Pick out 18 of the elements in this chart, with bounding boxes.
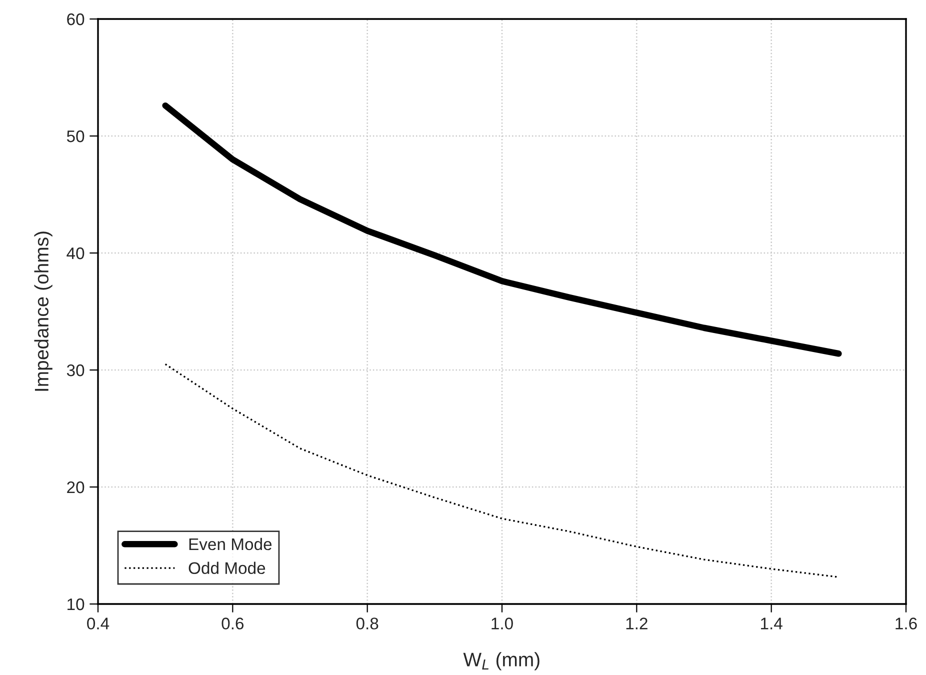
legend-label: Odd Mode: [188, 562, 266, 574]
x-tick-label: 1.6: [896, 618, 917, 630]
y-tick-label: 60: [67, 13, 84, 26]
y-axis-title: Impedance (ohms): [34, 232, 52, 391]
x-tick-label: 1.0: [492, 618, 513, 630]
line-series: [164, 363, 840, 578]
y-tick-label: 20: [67, 481, 84, 494]
x-tick-label: 0.8: [356, 618, 378, 630]
y-tick-label: 50: [66, 130, 84, 142]
legend-label: Even Mode: [189, 538, 272, 550]
x-tick-label: 1.4: [761, 618, 782, 630]
x-tick-label: 0.6: [222, 618, 244, 630]
y-tick-label: 30: [66, 364, 84, 376]
x-tick-label: 1.2: [626, 618, 648, 630]
x-tick-label: 0.4: [87, 618, 110, 630]
y-tick-label: 40: [66, 247, 84, 260]
x-axis-title: W$_{L}$ (mm): [463, 652, 540, 670]
y-tick-label: 10: [68, 598, 84, 610]
